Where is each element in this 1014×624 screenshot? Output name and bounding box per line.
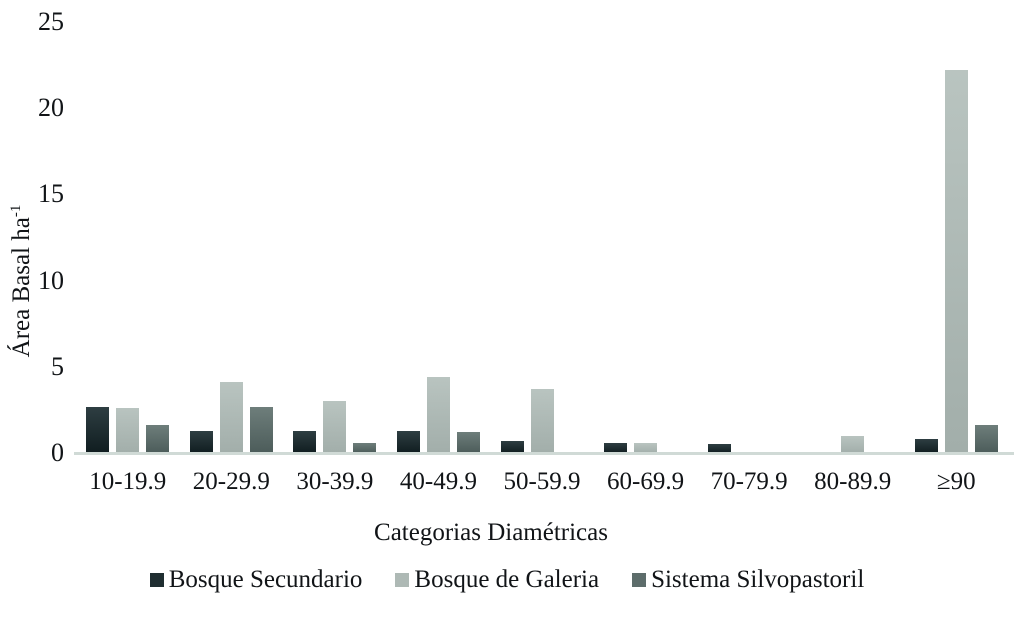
bar-bosque-de-galeria-10-19-9 [116,408,140,453]
legend-label: Bosque de Galeria [414,566,600,593]
bar-bosque-secundario-40-49-9 [396,430,420,453]
x-tick-label-70-79-9: 70-79.9 [710,468,788,495]
bar-bosque-secundario-50-59-9 [500,440,524,453]
x-tick-label-20-29-9: 20-29.9 [192,468,270,495]
x-tick-label-40-49-9: 40-49.9 [399,468,477,495]
x-tick-label-30-39-9: 30-39.9 [296,468,374,495]
x-tick-label-10-19-9: 10-19.9 [89,468,167,495]
bar-group-40-49-9 [387,22,491,453]
bar-bosque-secundario-10-19-9 [86,406,110,453]
bar-sistema-silvopastoril-20-29-9 [249,406,273,453]
bar-group-20-29-9 [180,22,284,453]
y-tick-label-25: 25 [38,7,64,36]
bar-bosque-secundario-60-69-9 [604,442,628,453]
x-tick-label-50-59-9: 50-59.9 [503,468,581,495]
bar-group-80-89-9 [801,22,905,453]
bar-bosque-secundario-70-79-9 [707,444,731,453]
y-tick-label-15: 15 [38,179,64,209]
x-tick-label-80-89-9: 80-89.9 [814,468,892,495]
plot-area [76,22,1008,453]
legend: Bosque Secundario Bosque de Galeria Sistem… [0,566,1014,594]
bar-sistema-silvopastoril-30-39-9 [353,442,377,453]
legend-item-sistema-silvopastoril: Sistema Silvopastoril [632,566,864,594]
bar-bosque-secundario-30-39-9 [293,430,317,453]
y-tick-label-0: 0 [51,438,64,467]
bar-bosque-de-galeria-20-29-9 [219,382,243,453]
legend-swatch-icon [395,573,410,587]
x-axis-title: Categorias Diamétricas [374,519,608,546]
bar-group-50-59-9 [490,22,594,453]
x-axis-line [74,452,1014,455]
legend-swatch-icon [149,573,164,587]
bar-bosque-de-galeria-50-59-9 [530,389,554,453]
y-tick-label-20: 20 [38,93,64,123]
x-tick-label--90: ≥90 [936,468,976,495]
bar-bosque-secundario-20-29-9 [189,430,213,453]
bar-group-70-79-9 [697,22,801,453]
bar-bosque-de-galeria-60-69-9 [634,442,658,453]
y-axis-tick-labels: 0 5 10 15 20 25 [0,0,64,466]
legend-item-bosque-secundario: Bosque Secundario [149,566,363,594]
y-tick-label-10: 10 [38,265,64,295]
bar-sistema-silvopastoril-40-49-9 [456,432,480,453]
bar-group-30-39-9 [283,22,387,453]
bar-group-60-69-9 [594,22,698,453]
x-axis-tick-labels: 10-19.9 20-29.9 30-39.9 40-49.9 50-59.9 60-69… [76,468,1008,496]
legend-label: Sistema Silvopastoril [651,566,865,593]
bar-group-10-19-9 [76,22,180,453]
bar-sistema-silvopastoril-10-19-9 [146,425,170,453]
bar-bosque-de-galeria--90 [944,70,968,453]
bar-bosque-secundario--90 [914,439,938,453]
bar-bosque-de-galeria-40-49-9 [426,377,450,453]
legend-item-bosque-de-galeria: Bosque de Galeria [395,566,599,594]
bar-group--90 [905,22,1009,453]
x-tick-label-60-69-9: 60-69.9 [607,468,685,495]
legend-label: Bosque Secundario [168,566,363,593]
bar-bosque-de-galeria-30-39-9 [323,401,347,453]
legend-swatch-icon [632,573,647,587]
bar-bosque-de-galeria-80-89-9 [841,435,865,453]
bar-sistema-silvopastoril--90 [974,425,998,453]
y-tick-label-5: 5 [51,351,64,381]
